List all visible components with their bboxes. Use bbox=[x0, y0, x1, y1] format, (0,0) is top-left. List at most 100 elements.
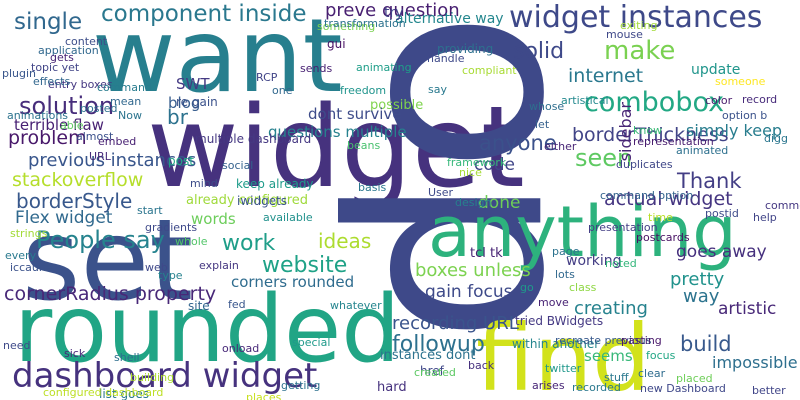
word: iwidgets bbox=[237, 194, 288, 208]
word: social bbox=[222, 159, 254, 172]
word: places bbox=[246, 391, 282, 400]
word: preve question bbox=[325, 0, 460, 21]
word: solution bbox=[19, 92, 115, 120]
word: plugin bbox=[2, 67, 37, 80]
word: freedom bbox=[340, 84, 387, 97]
word: nice bbox=[459, 166, 482, 179]
word: code bbox=[474, 155, 515, 175]
word: stackoverflow bbox=[12, 169, 144, 191]
word: gain focus bbox=[425, 282, 513, 302]
word: special bbox=[292, 336, 331, 349]
word: website bbox=[262, 253, 348, 278]
word: gradients bbox=[145, 221, 198, 234]
word: User bbox=[428, 186, 454, 199]
word: beans bbox=[347, 139, 381, 152]
word: whole bbox=[175, 235, 208, 248]
word: onload bbox=[222, 342, 260, 355]
word: getting bbox=[281, 379, 321, 392]
word: web bbox=[145, 261, 168, 274]
word: gets bbox=[50, 51, 74, 64]
word: borderStyle bbox=[16, 189, 133, 213]
word: record bbox=[742, 93, 778, 106]
word: Now bbox=[118, 109, 142, 122]
word: creating bbox=[574, 298, 648, 319]
word: animations bbox=[7, 109, 69, 122]
word: content bbox=[65, 35, 108, 48]
word: find bbox=[476, 305, 651, 400]
word: animating bbox=[356, 61, 412, 74]
word: entry boxes bbox=[48, 78, 113, 91]
word: duplicates bbox=[616, 158, 673, 171]
word: working bbox=[566, 253, 622, 269]
word: whose bbox=[529, 100, 565, 113]
word: postcards bbox=[636, 231, 690, 244]
word: artistic bbox=[718, 299, 777, 319]
word: SWT bbox=[176, 75, 210, 93]
word: widget instances bbox=[509, 0, 763, 35]
word: followup bbox=[392, 332, 485, 357]
word: topic yet bbox=[31, 61, 80, 74]
word: one bbox=[272, 84, 293, 97]
word: almost bbox=[76, 130, 114, 143]
word: RCP bbox=[256, 71, 278, 84]
word: actual widget bbox=[604, 188, 733, 210]
word: borderThickness bbox=[572, 124, 729, 146]
word: within another bbox=[512, 337, 600, 351]
word: corners rounded bbox=[231, 273, 355, 291]
word: URL bbox=[89, 150, 111, 163]
word: class bbox=[569, 281, 597, 294]
word: someone bbox=[715, 75, 766, 88]
word: keep already bbox=[236, 177, 314, 191]
word: internet bbox=[568, 65, 644, 87]
word: common bbox=[765, 199, 800, 212]
word: mean bbox=[110, 95, 142, 108]
word: color bbox=[705, 94, 733, 107]
word: op bbox=[329, 10, 642, 345]
word: compliant bbox=[462, 64, 517, 77]
word: site bbox=[188, 299, 210, 313]
word: let bbox=[535, 118, 550, 131]
word: sidebar bbox=[616, 102, 635, 162]
word: combobox bbox=[584, 87, 725, 118]
word: gui bbox=[327, 37, 346, 51]
word: multiple dashboard bbox=[195, 132, 312, 146]
word: digg bbox=[764, 132, 789, 145]
word: tried BWidgets bbox=[515, 314, 604, 328]
word: posted bbox=[80, 102, 118, 115]
word: time bbox=[648, 211, 673, 224]
word: start bbox=[137, 204, 163, 217]
word: already configured bbox=[186, 193, 309, 208]
word: stuff bbox=[604, 371, 629, 384]
word: rounded bbox=[14, 275, 401, 383]
word: component inside bbox=[101, 1, 307, 27]
word: sick bbox=[64, 347, 86, 360]
word: placed bbox=[676, 372, 713, 385]
word: href bbox=[420, 364, 444, 378]
word: every bbox=[5, 249, 37, 262]
word: option b bbox=[722, 109, 768, 122]
word: terrible flaw bbox=[14, 116, 104, 134]
word: problem bbox=[8, 127, 87, 149]
word: done bbox=[478, 193, 521, 213]
word: framework bbox=[447, 156, 507, 169]
word: words bbox=[191, 210, 236, 228]
word: twitter bbox=[545, 362, 582, 375]
word: better bbox=[752, 384, 786, 397]
word: possible bbox=[370, 98, 424, 113]
word: postid bbox=[705, 207, 739, 220]
word: update bbox=[691, 62, 741, 78]
word: pasting bbox=[621, 334, 662, 347]
word: transformation bbox=[324, 17, 406, 30]
word: build bbox=[680, 332, 732, 356]
word: anyone bbox=[479, 131, 557, 155]
word: help bbox=[753, 211, 777, 224]
word: try bbox=[384, 5, 404, 21]
word: goes away bbox=[676, 242, 767, 262]
word: ideas bbox=[318, 229, 372, 253]
word: command option bbox=[600, 189, 694, 202]
word: application bbox=[38, 44, 99, 57]
word: work bbox=[222, 231, 276, 256]
word: Flex widget bbox=[15, 208, 113, 228]
word: widget bbox=[147, 83, 525, 213]
